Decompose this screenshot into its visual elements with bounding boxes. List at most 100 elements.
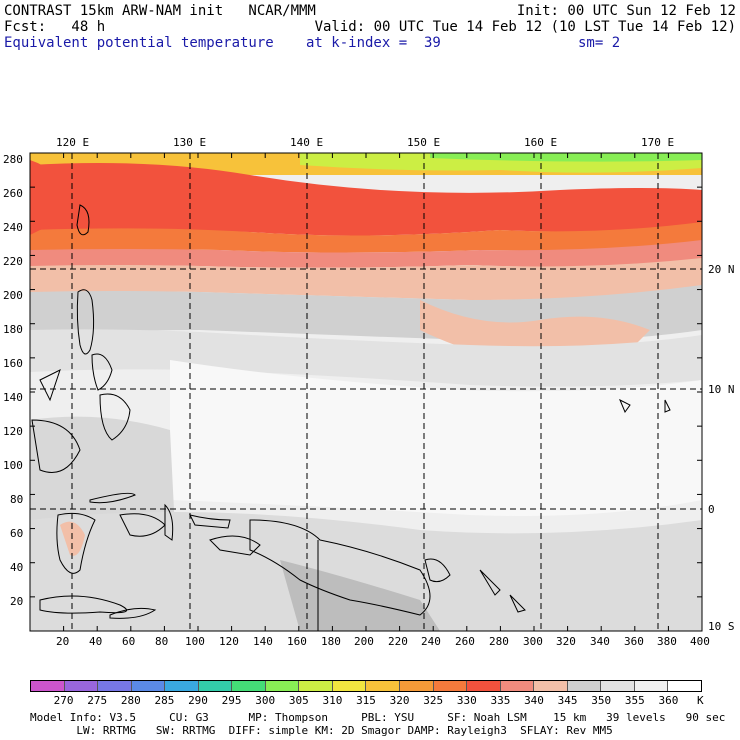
colorbar-swatch	[64, 681, 99, 691]
colorbar-tick-label: 330	[456, 694, 477, 707]
colorbar-tick-label: 350	[591, 694, 612, 707]
coastlines	[31, 204, 671, 631]
x-grid-label: 200	[354, 635, 374, 648]
colorbar-swatch	[366, 681, 401, 691]
x-grid-label: 40	[89, 635, 103, 648]
level-label: at k-index = 39	[306, 35, 441, 51]
header-forecast-hour: Fcst: 48 h	[4, 19, 106, 35]
x-grid-label: 260	[455, 635, 475, 648]
colorbar-swatch	[534, 681, 568, 691]
axis-ticks	[29, 152, 703, 632]
x-grid-label: 380	[657, 635, 677, 648]
colorbar-swatch	[467, 681, 501, 691]
y-grid-label: 260	[3, 187, 23, 200]
colorbar-tick-label: 315	[356, 694, 376, 707]
x-grid-label: 120	[219, 635, 239, 648]
y-grid-label: 20	[10, 595, 24, 608]
colorbar-swatch	[165, 681, 199, 691]
y-grid-label: 280	[3, 153, 23, 166]
colorbar-swatch	[98, 681, 132, 691]
lat-lon-grid	[30, 153, 702, 631]
y-grid-label: 200	[3, 289, 23, 302]
y-grid-label: 240	[3, 221, 23, 234]
colorbar-tick-label: 310	[322, 694, 343, 707]
lon-label-120e: 120 E	[56, 136, 90, 149]
x-grid-label: 300	[523, 635, 543, 648]
colorbar-tick-label: 285	[154, 694, 175, 707]
colorbar-tick-label: 280	[120, 694, 141, 707]
colorbar-tick-label: 275	[87, 694, 108, 707]
colorbar-unit: K	[697, 694, 704, 707]
colorbar-tick-label: 290	[188, 694, 208, 707]
y-grid-label: 60	[10, 527, 24, 540]
x-grid-label: 140	[253, 635, 273, 648]
colorbar-swatch	[232, 681, 266, 691]
lon-label-130e: 130 E	[173, 136, 207, 149]
colorbar-swatch	[332, 681, 367, 691]
x-grid-label: 80	[155, 635, 169, 648]
colorbar-swatch	[601, 681, 635, 691]
lat-label-20n: 20 N	[708, 263, 735, 276]
x-grid-label: 360	[624, 635, 644, 648]
x-grid-label: 400	[690, 635, 710, 648]
colorbar-labels: 270 275 280 285 290 295 300 305 310 315 320 325 330 3…	[30, 694, 702, 708]
colorbar-tick-label: 345	[557, 694, 578, 707]
colorbar-tick-label: 270	[53, 694, 74, 707]
colorbar-tick-label: 295	[221, 694, 242, 707]
y-grid-label: 220	[3, 255, 23, 268]
x-grid-label: 100	[185, 635, 205, 648]
colorbar-swatch	[31, 681, 65, 691]
smoothing-label: sm= 2	[578, 35, 621, 51]
colorbar-swatch	[400, 681, 434, 691]
y-grid-label: 180	[3, 323, 23, 336]
colorbar-tick-label: 355	[624, 694, 645, 707]
colorbar-swatch	[433, 681, 468, 691]
colorbar-tick-label: 325	[423, 694, 444, 707]
colorbar-tick-label: 300	[255, 694, 276, 707]
x-grid-label: 320	[556, 635, 576, 648]
colorbar-tick-label: 340	[524, 694, 544, 707]
x-grid-label: 220	[388, 635, 408, 648]
y-grid-label: 160	[3, 357, 23, 370]
y-grid-label: 40	[10, 561, 24, 574]
colorbar-tick-label: 360	[658, 694, 679, 707]
colorbar-swatch	[299, 681, 333, 691]
header-title: CONTRAST 15km ARW-NAM init NCAR/MMM	[4, 3, 316, 19]
colorbar	[30, 680, 702, 692]
x-grid-label: 160	[287, 635, 307, 648]
colorbar-swatch	[131, 681, 166, 691]
colorbar-tick-label: 320	[389, 694, 410, 707]
colorbar-swatch	[265, 681, 300, 691]
x-grid-label: 340	[590, 635, 610, 648]
colorbar-swatch	[634, 681, 669, 691]
y-grid-label: 140	[3, 391, 23, 404]
colorbar-swatch	[668, 681, 701, 691]
colorbar-swatch	[500, 681, 535, 691]
lon-label-150e: 150 E	[407, 136, 441, 149]
lon-label-140e: 140 E	[290, 136, 324, 149]
y-grid-label: 120	[3, 425, 23, 438]
x-grid-label: 20	[56, 635, 70, 648]
y-grid-label: 100	[3, 459, 23, 472]
theta-e-field	[30, 153, 702, 631]
model-info-line1: Model Info: V3.5 CU: G3 MP: Thompson PBL…	[30, 711, 726, 724]
header-valid-time: Valid: 00 UTC Tue 14 Feb 12 (10 LST Tue …	[314, 19, 736, 35]
lat-label-10s: 10 S	[708, 620, 735, 633]
lon-label-170e: 170 E	[641, 136, 675, 149]
colorbar-swatch	[567, 681, 602, 691]
lat-label-0: 0	[708, 503, 715, 516]
colorbar-tick-label: 305	[288, 694, 309, 707]
lon-label-160e: 160 E	[524, 136, 558, 149]
x-grid-label: 180	[321, 635, 341, 648]
colorbar-swatch	[198, 681, 233, 691]
lat-label-10n: 10 N	[708, 383, 735, 396]
colorbar-tick-label: 335	[490, 694, 511, 707]
x-grid-label: 60	[122, 635, 136, 648]
field-name: Equivalent potential temperature	[4, 35, 274, 51]
model-info-line2: LW: RRTMG SW: RRTMG DIFF: simple KM: 2D …	[30, 724, 613, 737]
x-grid-label: 240	[421, 635, 441, 648]
x-grid-label: 280	[489, 635, 509, 648]
header-init-time: Init: 00 UTC Sun 12 Feb 12	[516, 3, 736, 19]
y-grid-label: 80	[10, 493, 24, 506]
